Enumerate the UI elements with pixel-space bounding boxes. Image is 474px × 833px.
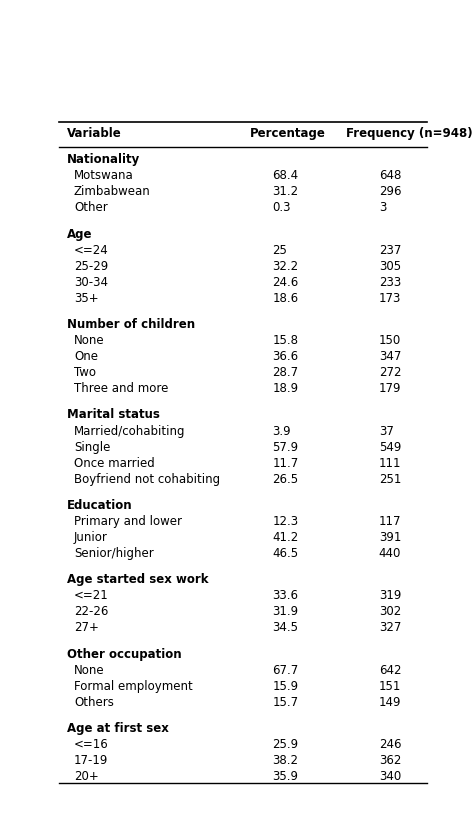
Text: 15.8: 15.8 xyxy=(272,334,298,347)
Text: 25-29: 25-29 xyxy=(74,260,108,272)
Text: 0.3: 0.3 xyxy=(272,202,291,214)
Text: 35.9: 35.9 xyxy=(272,771,298,783)
Text: Marital status: Marital status xyxy=(66,408,159,421)
Text: 296: 296 xyxy=(379,185,401,198)
Text: 179: 179 xyxy=(379,382,401,395)
Text: 362: 362 xyxy=(379,754,401,767)
Text: 18.9: 18.9 xyxy=(272,382,299,395)
Text: 22-26: 22-26 xyxy=(74,606,109,618)
Text: Once married: Once married xyxy=(74,456,155,470)
Text: Nationality: Nationality xyxy=(66,153,140,167)
Text: 30-34: 30-34 xyxy=(74,276,108,289)
Text: 391: 391 xyxy=(379,531,401,544)
Text: 440: 440 xyxy=(379,547,401,560)
Text: Primary and lower: Primary and lower xyxy=(74,515,182,528)
Text: 27+: 27+ xyxy=(74,621,99,635)
Text: Senior/higher: Senior/higher xyxy=(74,547,154,560)
Text: 31.2: 31.2 xyxy=(272,185,299,198)
Text: 36.6: 36.6 xyxy=(272,350,299,363)
Text: 151: 151 xyxy=(379,680,401,693)
Text: 150: 150 xyxy=(379,334,401,347)
Text: 3.9: 3.9 xyxy=(272,425,291,437)
Text: None: None xyxy=(74,664,105,676)
Text: 31.9: 31.9 xyxy=(272,606,299,618)
Text: One: One xyxy=(74,350,98,363)
Text: 46.5: 46.5 xyxy=(272,547,299,560)
Text: 57.9: 57.9 xyxy=(272,441,299,453)
Text: 340: 340 xyxy=(379,771,401,783)
Text: 347: 347 xyxy=(379,350,401,363)
Text: 67.7: 67.7 xyxy=(272,664,299,676)
Text: 17-19: 17-19 xyxy=(74,754,109,767)
Text: Age: Age xyxy=(66,227,92,241)
Text: 25: 25 xyxy=(272,243,287,257)
Text: 305: 305 xyxy=(379,260,401,272)
Text: Married/cohabiting: Married/cohabiting xyxy=(74,425,185,437)
Text: <=16: <=16 xyxy=(74,738,109,751)
Text: 33.6: 33.6 xyxy=(272,590,298,602)
Text: 28.7: 28.7 xyxy=(272,367,299,379)
Text: 327: 327 xyxy=(379,621,401,635)
Text: Formal employment: Formal employment xyxy=(74,680,193,693)
Text: 648: 648 xyxy=(379,169,401,182)
Text: 26.5: 26.5 xyxy=(272,472,299,486)
Text: 642: 642 xyxy=(379,664,401,676)
Text: 25.9: 25.9 xyxy=(272,738,299,751)
Text: 549: 549 xyxy=(379,441,401,453)
Text: 34.5: 34.5 xyxy=(272,621,298,635)
Text: None: None xyxy=(74,334,105,347)
Text: Number of children: Number of children xyxy=(66,318,195,331)
Text: 3: 3 xyxy=(379,202,386,214)
Text: Others: Others xyxy=(74,696,114,709)
Text: 32.2: 32.2 xyxy=(272,260,299,272)
Text: Zimbabwean: Zimbabwean xyxy=(74,185,151,198)
Text: 149: 149 xyxy=(379,696,401,709)
Text: Motswana: Motswana xyxy=(74,169,134,182)
Text: <=24: <=24 xyxy=(74,243,109,257)
Text: Frequency (n=948): Frequency (n=948) xyxy=(346,127,473,140)
Text: 37: 37 xyxy=(379,425,394,437)
Text: Boyfriend not cohabiting: Boyfriend not cohabiting xyxy=(74,472,220,486)
Text: 68.4: 68.4 xyxy=(272,169,299,182)
Text: Variable: Variable xyxy=(66,127,121,140)
Text: 251: 251 xyxy=(379,472,401,486)
Text: 319: 319 xyxy=(379,590,401,602)
Text: Single: Single xyxy=(74,441,110,453)
Text: Other: Other xyxy=(74,202,108,214)
Text: 18.6: 18.6 xyxy=(272,292,299,305)
Text: 111: 111 xyxy=(379,456,401,470)
Text: 302: 302 xyxy=(379,606,401,618)
Text: 233: 233 xyxy=(379,276,401,289)
Text: 41.2: 41.2 xyxy=(272,531,299,544)
Text: 11.7: 11.7 xyxy=(272,456,299,470)
Text: 12.3: 12.3 xyxy=(272,515,299,528)
Text: Other occupation: Other occupation xyxy=(66,648,181,661)
Text: 246: 246 xyxy=(379,738,401,751)
Text: Age at first sex: Age at first sex xyxy=(66,722,168,736)
Text: Three and more: Three and more xyxy=(74,382,168,395)
Text: 24.6: 24.6 xyxy=(272,276,299,289)
Text: 15.9: 15.9 xyxy=(272,680,299,693)
Text: 38.2: 38.2 xyxy=(272,754,298,767)
Text: 173: 173 xyxy=(379,292,401,305)
Text: 272: 272 xyxy=(379,367,401,379)
Text: 15.7: 15.7 xyxy=(272,696,299,709)
Text: Junior: Junior xyxy=(74,531,108,544)
Text: Percentage: Percentage xyxy=(250,127,326,140)
Text: Age started sex work: Age started sex work xyxy=(66,573,208,586)
Text: Education: Education xyxy=(66,499,132,512)
Text: 237: 237 xyxy=(379,243,401,257)
Text: 117: 117 xyxy=(379,515,401,528)
Text: 20+: 20+ xyxy=(74,771,99,783)
Text: <=21: <=21 xyxy=(74,590,109,602)
Text: 35+: 35+ xyxy=(74,292,99,305)
Text: Two: Two xyxy=(74,367,96,379)
